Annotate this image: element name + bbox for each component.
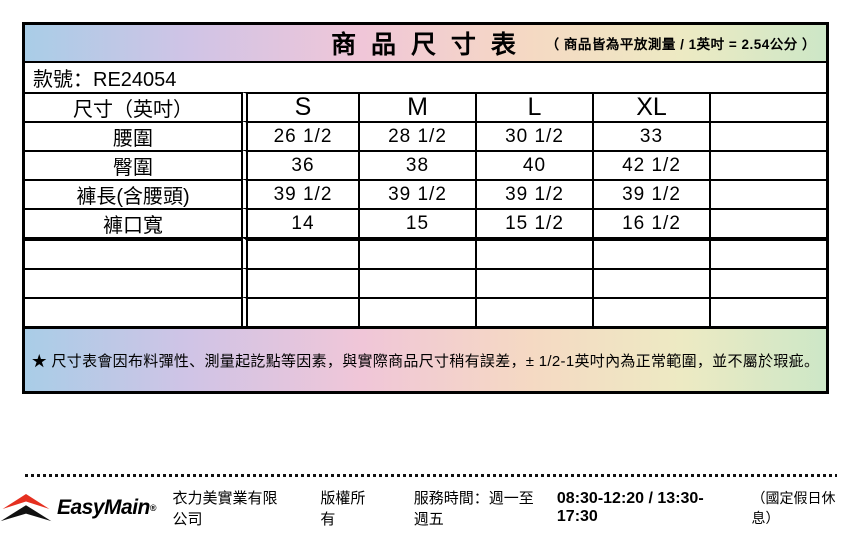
size-cell xyxy=(241,297,358,326)
model-number: 款號：RE24054 xyxy=(33,69,177,91)
row-label-hip: 臀圍 xyxy=(25,150,241,179)
size-cell xyxy=(241,268,358,297)
size-cell: 30 1/2 xyxy=(475,121,592,150)
size-cell: 39 1/2 xyxy=(592,179,709,208)
column-header-m: M xyxy=(358,92,475,121)
size-cell: 16 1/2 xyxy=(592,208,709,237)
service-hours-label: 服務時間：週一至週五 xyxy=(413,490,534,528)
dotted-divider xyxy=(25,474,837,477)
size-chart-table: 商 品 尺 寸 表 （ 商品皆為平放測量 / 1英吋 = 2.54公分 ） 款號… xyxy=(22,22,829,394)
size-grid: 尺寸（英吋） S M L XL 腰圍 26 1/2 28 1/2 30 1/2 … xyxy=(25,92,826,326)
size-cell xyxy=(709,179,826,208)
size-cell xyxy=(358,268,475,297)
table-subtitle: （ 商品皆為平放測量 / 1英吋 = 2.54公分 ） xyxy=(545,37,816,52)
company-name: 衣力美實業有限公司 xyxy=(172,490,278,528)
size-cell xyxy=(709,208,826,237)
column-header-s: S xyxy=(241,92,358,121)
brand-name: EasyMain xyxy=(57,496,150,519)
size-cell xyxy=(592,297,709,326)
size-cell xyxy=(475,297,592,326)
size-cell: 26 1/2 xyxy=(241,121,358,150)
size-cell: 14 xyxy=(241,208,358,237)
size-cell: 42 1/2 xyxy=(592,150,709,179)
column-header-l: L xyxy=(475,92,592,121)
column-header-blank xyxy=(709,92,826,121)
size-cell xyxy=(475,268,592,297)
row-label-pants-length: 褲長(含腰頭) xyxy=(25,179,241,208)
registered-trademark: ® xyxy=(149,502,157,513)
size-cell xyxy=(358,237,475,268)
column-header-size-unit: 尺寸（英吋） xyxy=(25,92,241,121)
copyright-text: 版權所有 xyxy=(320,490,366,528)
row-label-empty xyxy=(25,297,241,326)
column-header-xl: XL xyxy=(592,92,709,121)
table-title: 商 品 尺 寸 表 xyxy=(331,31,520,59)
size-cell: 36 xyxy=(241,150,358,179)
size-cell: 39 1/2 xyxy=(241,179,358,208)
size-cell xyxy=(709,237,826,268)
service-hours-value: 08:30-12:20 / 13:30-17:30 xyxy=(556,490,704,525)
size-cell: 39 1/2 xyxy=(475,179,592,208)
size-cell xyxy=(709,121,826,150)
size-cell: 28 1/2 xyxy=(358,121,475,150)
size-cell xyxy=(358,297,475,326)
holiday-note: （國定假日休息） xyxy=(751,490,836,526)
size-cell: 38 xyxy=(358,150,475,179)
size-cell xyxy=(592,237,709,268)
mountain-logo-icon xyxy=(0,493,52,522)
easymain-logo: EasyMain ® xyxy=(0,493,157,523)
row-label-waist: 腰圍 xyxy=(25,121,241,150)
table-title-bar: 商 品 尺 寸 表 （ 商品皆為平放測量 / 1英吋 = 2.54公分 ） xyxy=(25,25,826,61)
size-cell xyxy=(592,268,709,297)
size-cell xyxy=(709,297,826,326)
size-cell: 40 xyxy=(475,150,592,179)
size-cell xyxy=(475,237,592,268)
row-label-leg-opening: 褲口寬 xyxy=(25,208,241,237)
model-number-row: 款號：RE24054 xyxy=(25,61,826,92)
row-label-empty xyxy=(25,268,241,297)
size-cell: 15 xyxy=(358,208,475,237)
size-cell xyxy=(241,237,358,268)
size-cell: 15 1/2 xyxy=(475,208,592,237)
tolerance-note-bar: ★ 尺寸表會因布料彈性、測量起訖點等因素，與實際商品尺寸稍有誤差，± 1/2-1… xyxy=(25,326,826,391)
row-label-empty xyxy=(25,237,241,268)
size-cell xyxy=(709,150,826,179)
size-cell xyxy=(709,268,826,297)
size-cell: 39 1/2 xyxy=(358,179,475,208)
tolerance-note: ★ 尺寸表會因布料彈性、測量起訖點等因素，與實際商品尺寸稍有誤差，± 1/2-1… xyxy=(31,352,820,370)
size-cell: 33 xyxy=(592,121,709,150)
footer: EasyMain ® 衣力美實業有限公司 版權所有 服務時間：週一至週五 08:3… xyxy=(0,490,851,528)
